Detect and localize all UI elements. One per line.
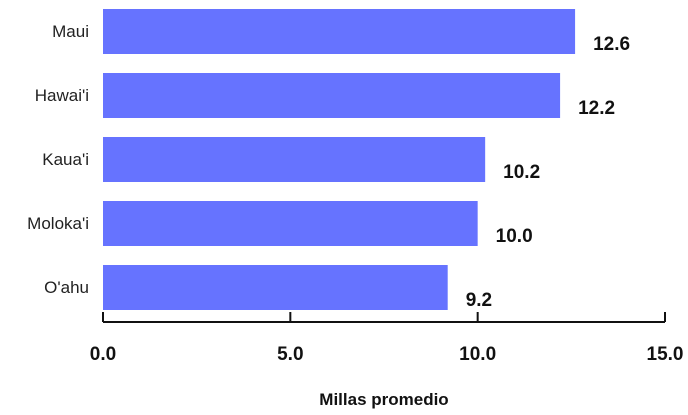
bar-o-ahu <box>103 265 448 310</box>
value-label-hawai-i: 12.2 <box>578 98 615 119</box>
value-label-moloka-i: 10.0 <box>496 226 533 247</box>
value-label-maui: 12.6 <box>593 34 630 55</box>
bar-kaua-i <box>103 137 486 182</box>
value-label-kaua-i: 10.2 <box>503 162 540 183</box>
x-tick-label-2: 10.0 <box>459 344 496 365</box>
category-label-maui: Maui <box>52 22 89 41</box>
x-axis-title: Millas promedio <box>319 390 448 409</box>
x-tick-label-0: 0.0 <box>90 344 116 365</box>
bar-moloka-i <box>103 201 478 246</box>
bars-group <box>103 9 576 310</box>
value-labels-group: 12.6 12.2 10.2 10.0 9.2 <box>466 34 630 311</box>
x-tick-label-3: 15.0 <box>647 344 684 365</box>
value-label-o-ahu: 9.2 <box>466 290 492 311</box>
category-label-o-ahu: O'ahu <box>44 278 89 297</box>
x-tick-label-1: 5.0 <box>277 344 303 365</box>
category-label-hawai-i: Hawai'i <box>35 86 89 105</box>
category-label-moloka-i: Moloka'i <box>27 214 89 233</box>
x-axis: 0.0 5.0 10.0 15.0 <box>90 312 684 365</box>
category-labels-group: Maui Hawai'i Kaua'i Moloka'i O'ahu <box>27 22 89 297</box>
bar-maui <box>103 9 576 54</box>
bar-hawai-i <box>103 73 561 118</box>
category-label-kaua-i: Kaua'i <box>42 150 89 169</box>
